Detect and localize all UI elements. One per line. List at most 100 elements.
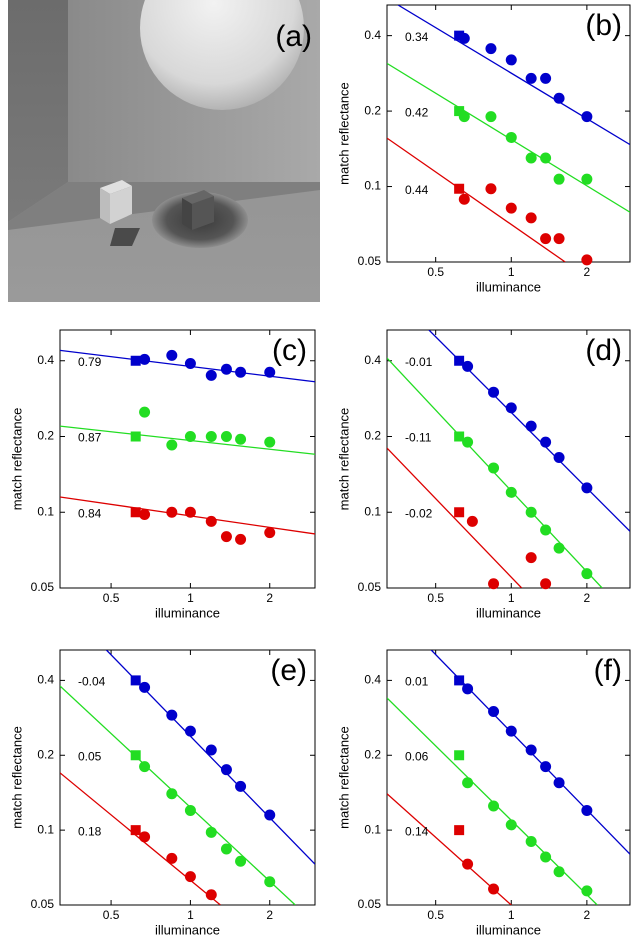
data-point [540,851,551,862]
data-point [526,836,537,847]
data-point [264,437,275,448]
data-point [221,531,232,542]
data-point [506,402,517,413]
data-point [264,810,275,821]
data-point [506,54,517,65]
y-tick-label: 0.1 [364,179,381,193]
x-tick-label: 0.5 [427,265,444,279]
data-point [264,367,275,378]
data-point [206,370,217,381]
x-tick-label: 2 [584,265,591,279]
data-point [221,764,232,775]
y-tick-label: 0.2 [37,429,54,443]
y-tick-label: 0.4 [364,673,381,687]
data-point [506,726,517,737]
data-point [264,876,275,887]
x-tick-label: 1 [187,908,194,922]
data-point [506,132,517,143]
data-point [526,212,537,223]
panel-label: (b) [585,9,622,42]
data-point [540,761,551,772]
y-tick-label: 0.1 [364,504,381,518]
y-tick-label: 0.1 [37,504,54,518]
y-tick-label: 0.2 [37,747,54,761]
data-point [235,781,246,792]
fit-annotation: -0.02 [405,506,433,520]
fit-annotation: 0.01 [405,675,429,689]
y-tick-label: 0.05 [31,897,55,911]
x-tick-label: 1 [508,591,515,605]
data-point [139,509,150,520]
y-tick-label: 0.05 [358,897,382,911]
x-tick-label: 1 [508,265,515,279]
fit-line [60,686,295,905]
data-point [488,883,499,894]
data-point [554,93,565,104]
y-axis-title: match reflectance [9,726,24,829]
data-point [166,788,177,799]
y-tick-label: 0.4 [364,353,381,367]
data-point [581,805,592,816]
reference-marker [131,432,141,442]
panel-label: (c) [272,334,307,367]
data-point [467,516,478,527]
reference-marker [131,507,141,517]
y-axis-title: match reflectance [9,408,24,511]
data-point [540,152,551,163]
reference-marker [454,507,464,517]
data-point [526,552,537,563]
data-point [264,527,275,538]
x-tick-label: 2 [584,591,591,605]
data-point [506,819,517,830]
data-point [235,534,246,545]
x-tick-label: 1 [508,908,515,922]
data-point [581,482,592,493]
data-point [488,801,499,812]
data-point [206,889,217,900]
fit-annotation: -0.01 [405,355,433,369]
fit-annotation: 0.44 [405,183,429,197]
data-point [139,354,150,365]
reference-marker [454,184,464,194]
data-point [139,407,150,418]
data-point [554,452,565,463]
data-point [185,726,196,737]
data-point [206,431,217,442]
data-point [185,358,196,369]
data-point [139,831,150,842]
data-point [485,183,496,194]
data-point [166,507,177,518]
fit-annotation: 0.84 [78,506,102,520]
y-tick-label: 0.4 [37,673,54,687]
data-point [166,440,177,451]
x-tick-label: 2 [266,591,273,605]
data-point [185,871,196,882]
reference-marker [131,750,141,760]
data-point [554,543,565,554]
data-point [526,421,537,432]
data-point [235,434,246,445]
y-tick-label: 0.1 [37,822,54,836]
data-point [139,682,150,693]
data-point [485,43,496,54]
y-tick-label: 0.2 [364,747,381,761]
y-axis-title: match reflectance [336,82,351,185]
data-point [526,507,537,518]
data-point [235,367,246,378]
data-point [526,73,537,84]
fit-annotation: 0.79 [78,355,102,369]
panel-label: (a) [275,20,312,53]
reference-marker [131,675,141,685]
data-point [581,174,592,185]
data-point [185,507,196,518]
panel-label: (e) [270,654,307,687]
x-tick-label: 2 [584,908,591,922]
data-point [462,777,473,788]
fit-annotation: 0.14 [405,824,429,838]
data-point [581,885,592,896]
data-point [221,364,232,375]
data-point [462,437,473,448]
x-axis-title: illuminance [155,922,220,937]
y-tick-label: 0.4 [364,28,381,42]
